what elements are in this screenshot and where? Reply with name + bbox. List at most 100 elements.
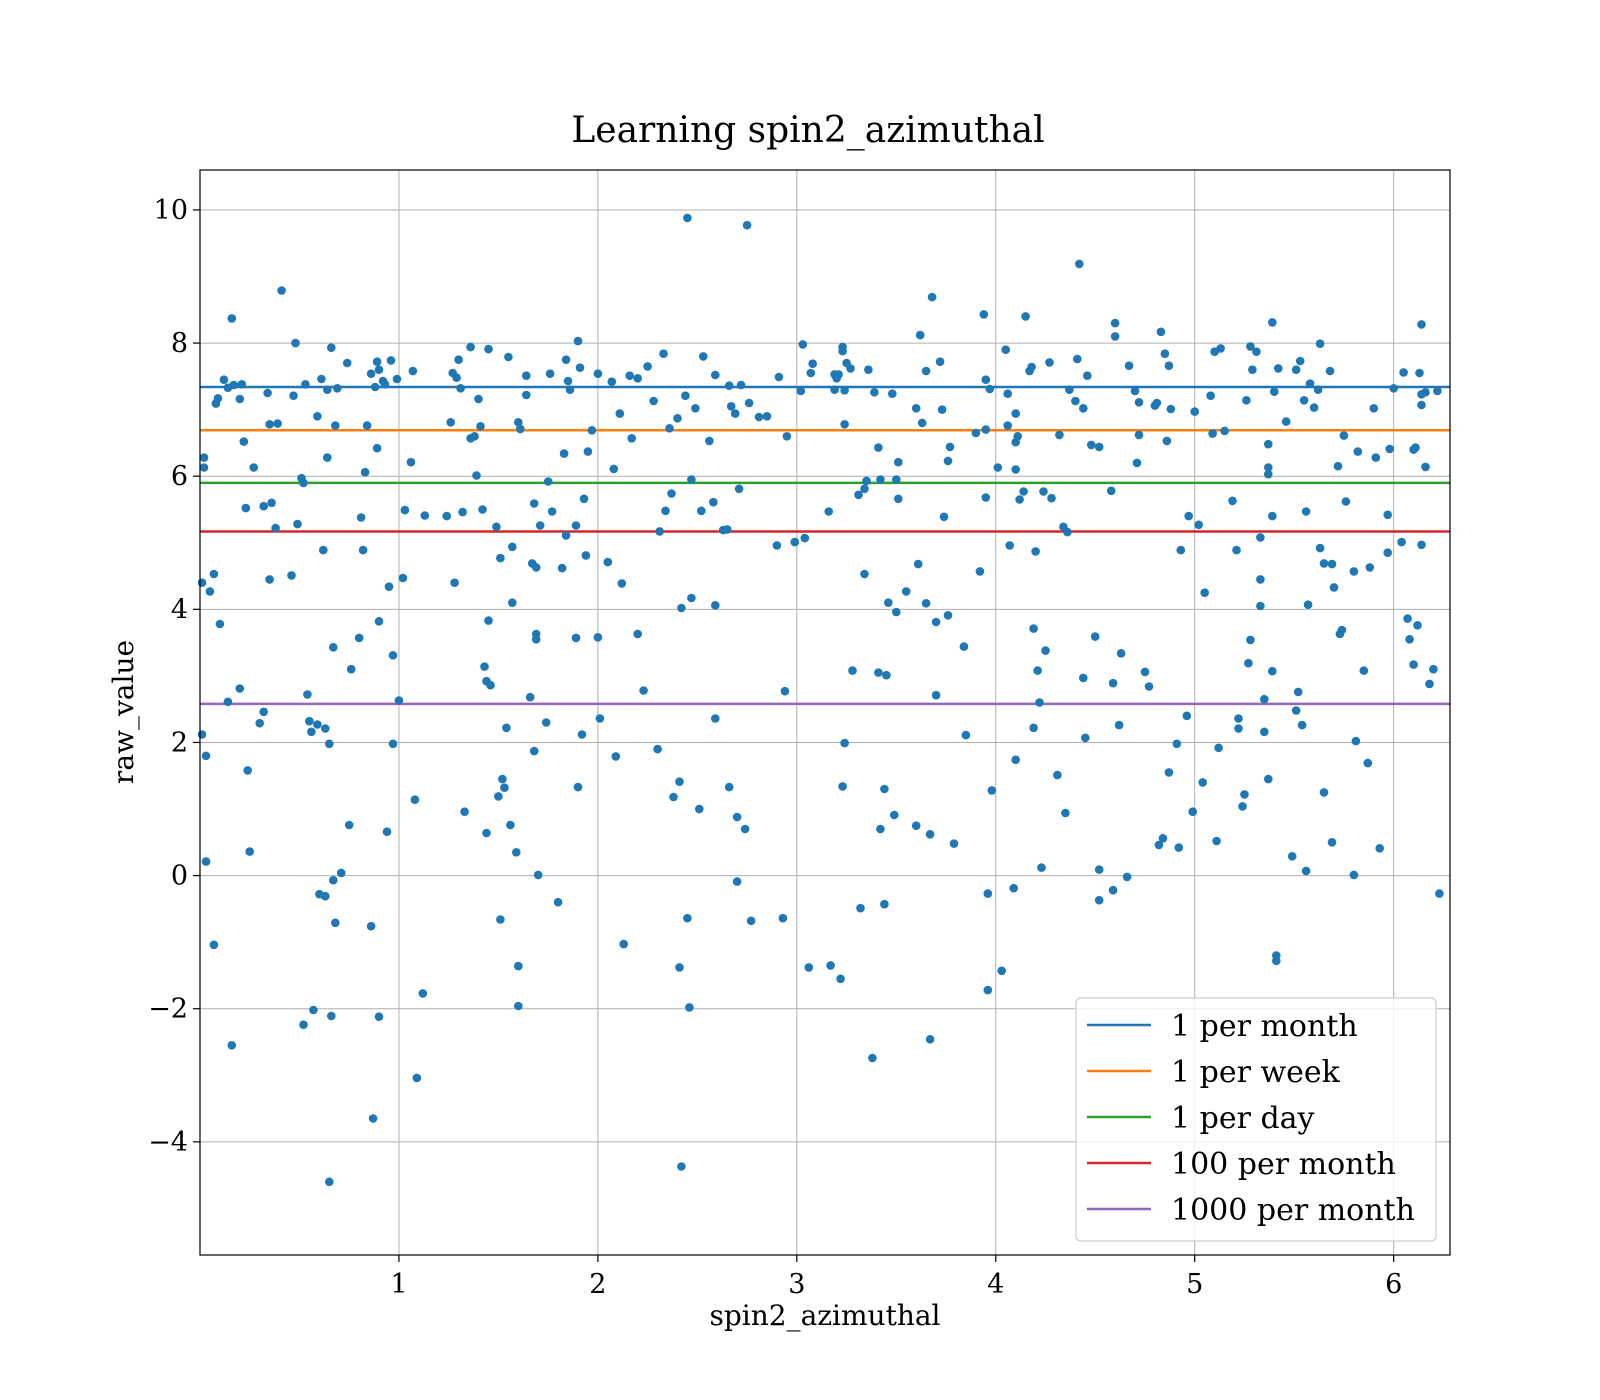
scatter-point	[484, 616, 493, 625]
scatter-point	[516, 424, 525, 434]
scatter-point	[1124, 361, 1134, 371]
scatter-point	[522, 390, 531, 400]
legend-label: 1 per month	[1171, 1009, 1358, 1044]
scatter-point	[840, 738, 849, 748]
scatter-point	[1073, 354, 1082, 364]
scatter-point	[1256, 575, 1265, 584]
scatter-point	[744, 398, 754, 408]
legend-label: 1000 per month	[1171, 1193, 1415, 1228]
scatter-point	[287, 571, 296, 580]
scatter-point	[774, 372, 784, 382]
scatter-point	[209, 569, 219, 579]
scatter-point	[388, 739, 398, 749]
scatter-point	[838, 346, 847, 356]
scatter-point	[1019, 487, 1028, 496]
scatter-point	[342, 358, 352, 368]
scatter-point	[732, 812, 742, 822]
scatter-point	[372, 357, 382, 367]
scatter-point	[1327, 838, 1337, 847]
scatter-point	[971, 428, 981, 438]
scatter-point	[979, 310, 989, 319]
scatter-point	[235, 394, 245, 404]
scatter-point	[685, 1003, 694, 1012]
scatter-point	[531, 563, 541, 572]
scatter-point	[331, 918, 340, 928]
scatter-point	[633, 374, 642, 383]
scatter-point	[199, 453, 209, 462]
scatter-point	[921, 599, 931, 608]
scatter-point	[583, 447, 593, 456]
scatter-point	[480, 662, 489, 671]
scatter-point	[925, 1035, 935, 1044]
scatter-point	[917, 418, 927, 428]
scatter-point	[323, 453, 332, 462]
y-tick-label: 8	[171, 328, 188, 359]
scatter-point	[470, 432, 479, 441]
scatter-point	[492, 522, 501, 532]
scatter-point	[724, 381, 734, 391]
scatter-point	[1409, 660, 1418, 669]
scatter-point	[1037, 863, 1046, 872]
scatter-point	[1353, 447, 1363, 456]
scatter-point	[925, 830, 935, 839]
reference-lines	[200, 385, 1450, 706]
scatter-point	[1315, 339, 1325, 349]
scatter-point	[1421, 388, 1430, 397]
x-axis-label: spin2_azimuthal	[709, 1299, 940, 1332]
y-tick-label: −4	[148, 1127, 188, 1158]
scatter-point	[1234, 724, 1243, 733]
x-tick-label: 6	[1385, 1269, 1402, 1300]
scatter-point	[683, 213, 692, 223]
scatter-point	[1011, 465, 1020, 474]
scatter-point	[593, 369, 603, 379]
scatter-point	[321, 891, 330, 901]
scatter-point	[675, 963, 684, 972]
scatter-point	[959, 642, 969, 651]
scatter-point	[860, 484, 869, 494]
scatter-point	[1270, 387, 1279, 397]
scatter-point	[830, 385, 839, 395]
scatter-point	[677, 603, 686, 613]
scatter-point	[543, 477, 553, 486]
x-tick-label: 1	[390, 1269, 407, 1300]
scatter-point	[313, 412, 322, 421]
scatter-point	[571, 521, 581, 530]
scatter-point	[1417, 400, 1426, 410]
scatter-point	[577, 730, 587, 739]
scatter-point	[237, 380, 247, 389]
scatter-point	[265, 420, 274, 429]
chart-title: Learning spin2_azimuthal	[571, 110, 1044, 151]
scatter-point	[1435, 889, 1444, 898]
scatter-point	[709, 497, 718, 507]
scatter-point	[935, 357, 945, 367]
scatter-point	[1194, 520, 1203, 530]
scatter-point	[740, 824, 750, 834]
scatter-point	[557, 563, 567, 573]
scatter-point	[344, 820, 354, 830]
scatter-point	[890, 810, 899, 820]
scatter-point	[370, 382, 380, 392]
scatter-point	[1246, 635, 1255, 645]
scatter-point	[1009, 883, 1018, 893]
scatter-point	[529, 746, 539, 756]
scatter-point	[1248, 365, 1257, 375]
x-axis-ticks: 1 2 3 4 5 6	[390, 1255, 1402, 1300]
scatter-point	[1303, 600, 1313, 609]
scatter-point	[1287, 852, 1297, 861]
scatter-point	[1264, 463, 1273, 472]
scatter-point	[796, 386, 806, 396]
scatter-point	[1268, 318, 1277, 327]
scatter-point	[1256, 533, 1265, 542]
y-axis-label: raw_value	[107, 640, 140, 784]
scatter-point	[1035, 698, 1044, 707]
scatter-point	[1134, 430, 1144, 440]
scatter-point	[380, 380, 390, 389]
scatter-point	[1313, 385, 1323, 395]
scatter-point	[533, 870, 543, 880]
scatter-point	[949, 839, 959, 848]
scatter-point	[1156, 327, 1166, 337]
scatter-point	[201, 857, 211, 866]
scatter-point	[1033, 666, 1042, 675]
x-tick-label: 3	[788, 1269, 805, 1300]
